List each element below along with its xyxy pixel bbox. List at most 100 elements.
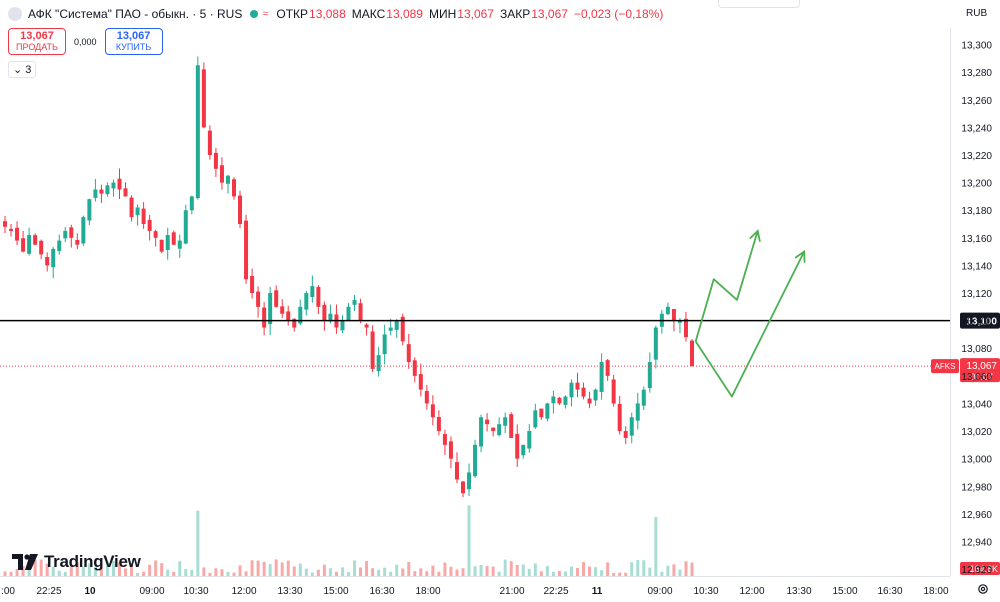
volume-bar	[527, 568, 531, 576]
volume-bar	[3, 571, 7, 576]
volume-bar	[87, 563, 91, 576]
time-tick-label: :00	[1, 586, 15, 597]
volume-bar	[75, 562, 79, 576]
tradingview-logo-icon	[12, 554, 38, 570]
price-tick-label: 13,240	[961, 123, 992, 134]
candle-body	[593, 389, 598, 401]
volume-bar	[431, 565, 435, 576]
candle-body	[653, 327, 658, 360]
sell-button[interactable]: 13,067 ПРОДАТЬ	[8, 28, 66, 55]
candle-body	[340, 320, 345, 331]
time-tick-label: 22:25	[543, 586, 568, 597]
price-tick-label: 13,100	[961, 317, 992, 328]
candle-body	[21, 238, 26, 252]
volume-bar	[280, 562, 284, 576]
volume-bar	[178, 561, 182, 576]
volume-bar	[654, 516, 658, 576]
candle-body	[461, 481, 465, 494]
volume-bar	[455, 569, 459, 576]
volume-bar	[262, 561, 266, 576]
candle-body	[479, 417, 484, 447]
volume-bar	[642, 560, 646, 576]
volume-bar	[310, 572, 314, 576]
candle-body	[183, 210, 188, 244]
candle-body	[51, 248, 56, 268]
candle-body	[33, 235, 38, 245]
currency-label[interactable]: RUB	[966, 8, 988, 19]
gear-icon[interactable]	[977, 583, 989, 595]
candle-body	[581, 387, 586, 397]
price-tick-label: 13,160	[961, 234, 992, 245]
candle-body	[111, 182, 116, 189]
level-price-label: 13,100	[966, 317, 997, 328]
market-open-status-icon[interactable]	[250, 10, 259, 18]
low-label: МИН	[428, 7, 457, 21]
volume-bar	[105, 562, 109, 576]
volume-bar	[124, 568, 128, 576]
volume-bar	[208, 572, 212, 576]
candle-body	[575, 382, 580, 390]
candle-body	[599, 362, 604, 392]
volume-bar	[93, 566, 97, 576]
candle-body	[298, 306, 303, 324]
price-axis[interactable]: 13,300 13,280 13,260 13,240 13,220 13,200 13,1…	[961, 41, 992, 577]
candle-body	[99, 189, 104, 194]
buy-label: КУПИТЬ	[115, 41, 152, 52]
volume-bar	[413, 571, 417, 576]
candle-body	[665, 306, 670, 315]
time-tick-label: 18:00	[415, 586, 440, 597]
candle-body	[207, 130, 212, 155]
candle-body	[153, 231, 158, 238]
candle-body	[442, 434, 447, 445]
candle-body	[629, 417, 634, 436]
candle-body	[611, 379, 616, 404]
top-toolbar-tab[interactable]	[718, 0, 800, 8]
candle-body	[9, 228, 14, 231]
high-value: 13,089	[386, 7, 423, 21]
tradingview-watermark: TradingView	[12, 552, 141, 572]
price-tick-label: 13,300	[961, 41, 992, 52]
candle-body	[213, 152, 218, 169]
volume-bar	[497, 571, 501, 576]
candle-body	[647, 362, 652, 389]
volume-bar	[684, 561, 688, 576]
volume-bar	[503, 559, 507, 576]
indicators-toggle-button[interactable]: ⌄ 3	[8, 61, 37, 78]
volume-bar	[461, 568, 465, 576]
candle-body	[256, 291, 261, 307]
candle-body	[3, 221, 7, 227]
high-label: МАКС	[351, 7, 386, 21]
volume-bar	[545, 566, 549, 576]
volume-bar	[594, 567, 598, 576]
volume-bar	[521, 564, 525, 576]
candle-body	[123, 188, 128, 197]
time-tick-label: 09:00	[139, 586, 164, 597]
candle-body	[677, 320, 682, 323]
symbol-title[interactable]: АФК "Система" ПАО - обыкн. · 5 · RUS	[28, 7, 243, 21]
volume-bar	[202, 567, 206, 576]
candle-body	[165, 235, 170, 250]
time-tick-label: 11	[592, 586, 603, 597]
volume-bar	[220, 569, 224, 576]
price-tick-label: 12,980	[961, 482, 992, 493]
candle-body	[424, 391, 429, 404]
volume-bar	[340, 567, 344, 576]
price-tick-label: 13,260	[961, 96, 992, 107]
volume-bar	[576, 567, 579, 576]
time-tick-label: 15:00	[323, 586, 348, 597]
volume-bar	[81, 566, 85, 576]
price-tick-label: 13,120	[961, 289, 992, 300]
volume-bar	[39, 559, 43, 576]
drawings[interactable]	[694, 229, 806, 398]
volume-bar	[304, 568, 308, 576]
volume-bar	[515, 565, 519, 576]
time-axis[interactable]: :00 22:25 10 09:00 10:30 12:00 13:30 15:00 16:30…	[1, 586, 949, 597]
data-delay-icon[interactable]: ≈	[262, 8, 269, 20]
time-tick-label: 21:00	[499, 586, 524, 597]
price-tick-label: 13,000	[961, 455, 992, 466]
candle-body	[400, 316, 405, 342]
candle-body	[322, 304, 327, 321]
buy-button[interactable]: 13,067 КУПИТЬ	[104, 28, 163, 55]
volume-bar	[533, 563, 537, 576]
